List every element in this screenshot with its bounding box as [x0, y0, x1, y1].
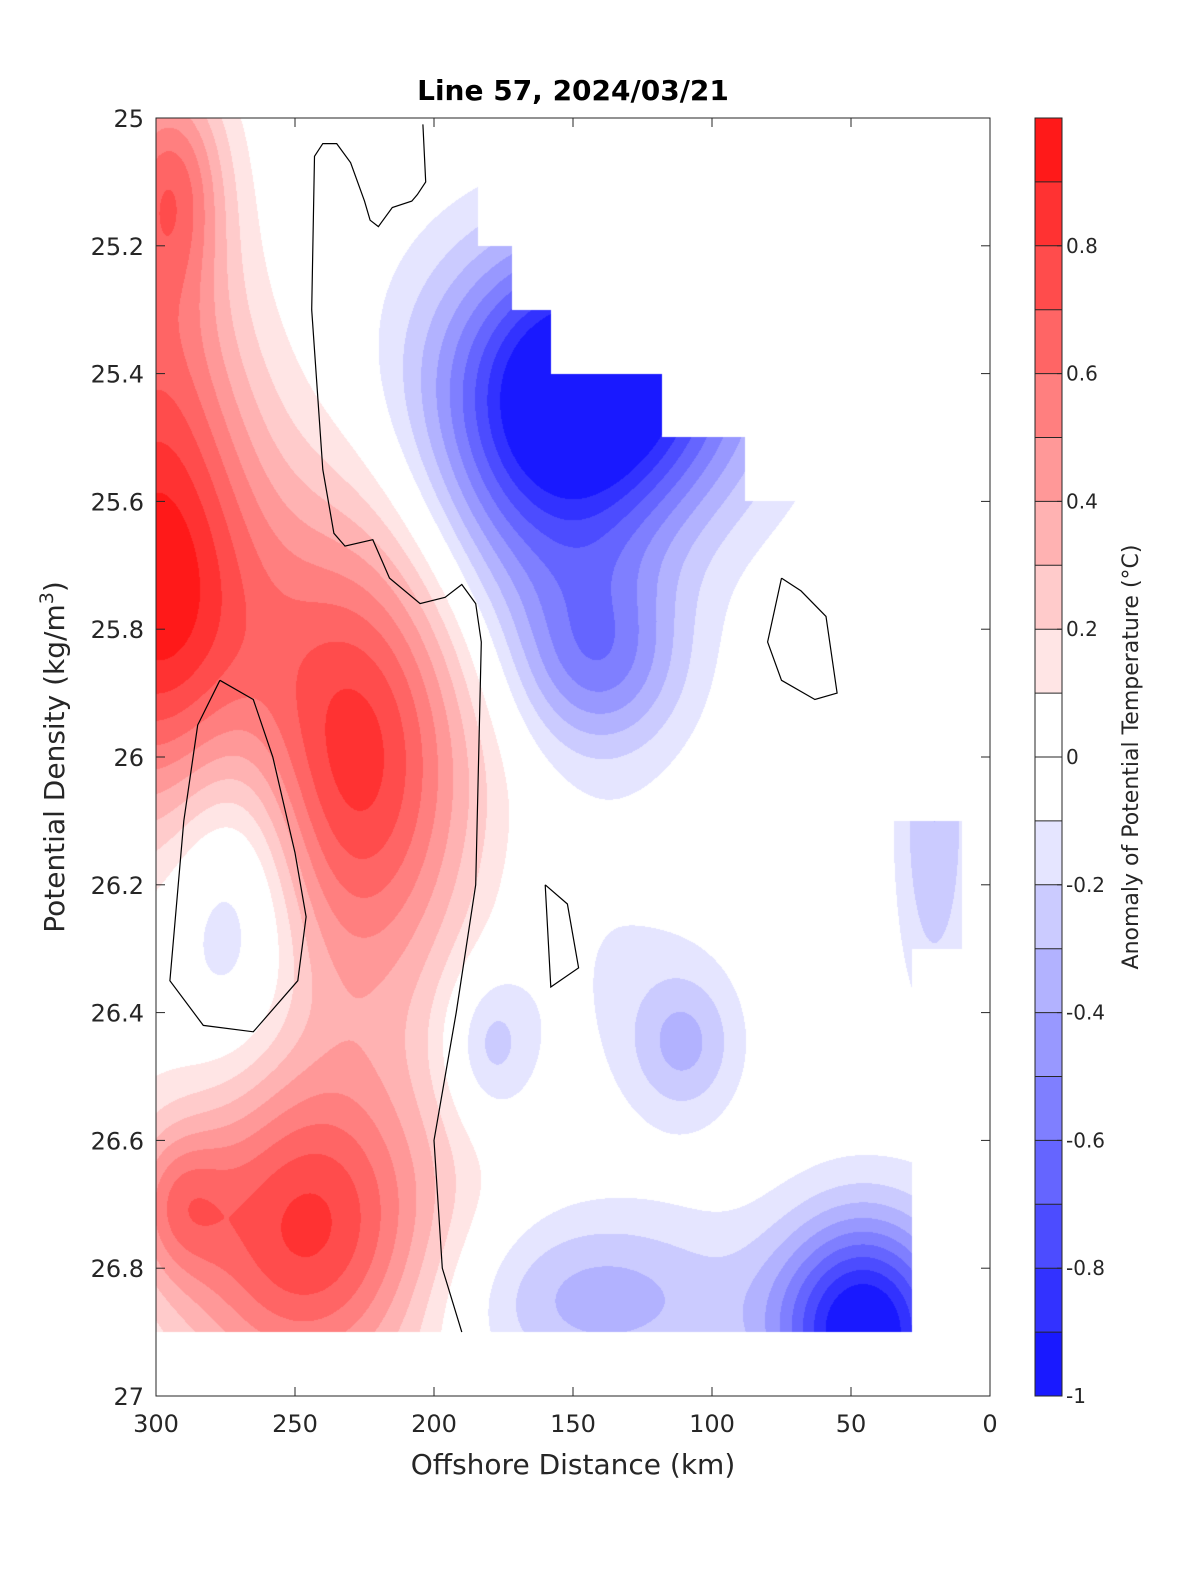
x-tick-label: 250: [272, 1410, 318, 1438]
colorbar-band: [1034, 1140, 1063, 1205]
colorbar-band: [1034, 692, 1063, 758]
zero-contour-line-3: [544, 884, 580, 989]
y-tick-label: 25.4: [91, 361, 144, 389]
colorbar-band: [1034, 756, 1063, 822]
y-tick-label: 25.6: [91, 488, 144, 516]
colorbar-tick-label: -1: [1066, 1384, 1086, 1408]
x-tick-label: 100: [689, 1410, 735, 1438]
y-tick-label: 25.2: [91, 233, 144, 261]
colorbar-band: [1034, 437, 1063, 502]
colorbar-band: [1034, 1012, 1063, 1077]
colorbar-band: [1034, 181, 1063, 247]
zero-contour-line-2: [766, 577, 838, 701]
x-axis-label: Offshore Distance (km): [411, 1448, 736, 1481]
colorbar: -1 -0.8 -0.6 -0.4 -0.2 0 0.2 0.4 0.6 0.8: [1034, 117, 1105, 1408]
colorbar-band: [1034, 1204, 1063, 1269]
y-tick-label: 25: [113, 105, 144, 133]
y-tick-label: 26.6: [91, 1127, 144, 1155]
x-tick-label: 300: [133, 1410, 179, 1438]
zero-contour-line-1: [169, 679, 307, 1033]
x-tick-label: 150: [550, 1410, 596, 1438]
colorbar-band: [1034, 1267, 1063, 1333]
y-axis: 25 25.2 25.4 25.6 25.8 26 26.2 26.4 26.6 26.8 27: [91, 105, 990, 1411]
colorbar-band: [1034, 1076, 1063, 1141]
colorbar-tick-label: 0.4: [1066, 489, 1098, 513]
colorbar-band: [1034, 309, 1063, 374]
chart-title: Line 57, 2024/03/21: [417, 74, 729, 107]
colorbar-band: [1034, 820, 1063, 886]
y-tick-label: 26.2: [91, 872, 144, 900]
y-tick-label: 26: [113, 744, 144, 772]
colorbar-band: [1034, 948, 1063, 1013]
y-tick-label: 26.4: [91, 1000, 144, 1028]
colorbar-tick-label: -0.6: [1066, 1128, 1105, 1152]
x-tick-label: 50: [836, 1410, 867, 1438]
colorbar-band: [1034, 501, 1063, 566]
x-tick-label: 200: [411, 1410, 457, 1438]
colorbar-band: [1034, 565, 1063, 630]
y-axis-label-superscript: 3: [36, 592, 58, 604]
zero-contour-line-0: [311, 124, 482, 1333]
colorbar-band: [1034, 117, 1063, 183]
zero-contour-group: [169, 124, 838, 1333]
y-axis-label: Potential Density (kg/m3): [36, 581, 71, 933]
colorbar-tick-label: 0.2: [1066, 617, 1098, 641]
colorbar-tick-label: -0.4: [1066, 1001, 1105, 1025]
colorbar-band: [1034, 628, 1063, 694]
colorbar-band: [1034, 245, 1063, 310]
y-tick-label: 26.8: [91, 1255, 144, 1283]
colorbar-tick-label: 0.6: [1066, 362, 1098, 386]
colorbar-band: [1034, 1331, 1063, 1397]
colorbar-tick-label: 0: [1066, 745, 1079, 769]
colorbar-tick-label: 0.8: [1066, 234, 1098, 258]
x-axis: 300 250 200 150 100 50 0: [133, 118, 998, 1438]
colorbar-label: Anomaly of Potential Temperature (°C): [1119, 545, 1144, 970]
y-tick-label: 27: [113, 1383, 144, 1411]
colorbar-band: [1034, 373, 1063, 438]
temperature-anomaly-field: [156, 118, 990, 1396]
colorbar-band: [1034, 884, 1063, 949]
colorbar-tick-label: -0.8: [1066, 1256, 1105, 1280]
x-tick-label: 0: [982, 1410, 997, 1438]
y-tick-label: 25.8: [91, 616, 144, 644]
colorbar-tick-label: -0.2: [1066, 873, 1105, 897]
